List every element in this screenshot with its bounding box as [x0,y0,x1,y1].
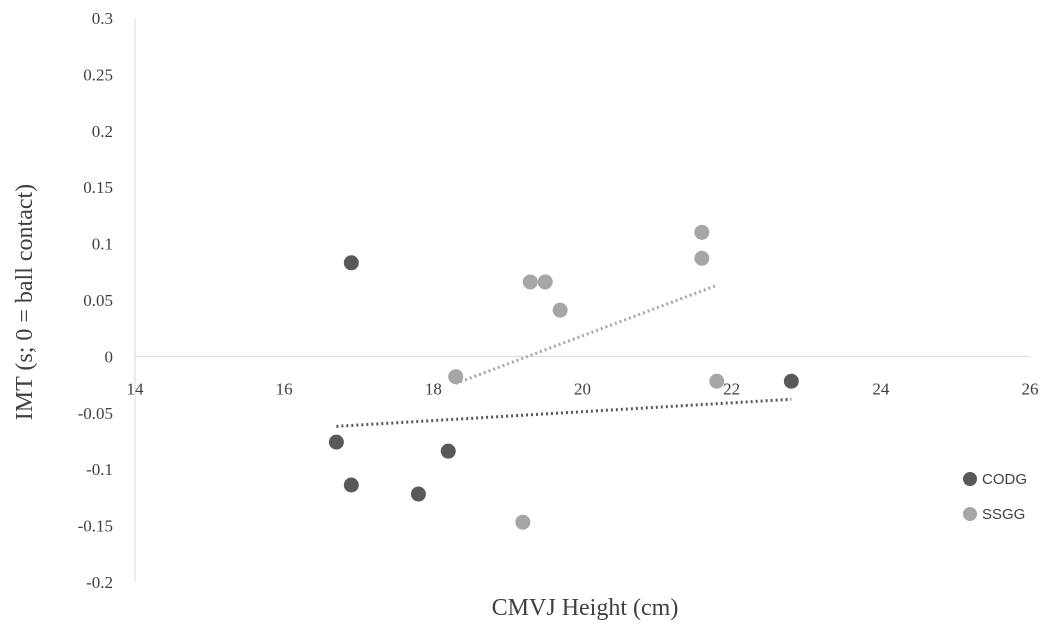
legend: CODG SSGG [963,471,1027,523]
data-points [328,224,799,530]
data-point-codg[interactable] [343,255,359,271]
data-point-codg[interactable] [328,434,344,450]
data-point-ssgg[interactable] [709,373,725,389]
data-point-codg[interactable] [343,477,359,493]
y-tick-labels: -0.2 -0.15 -0.1 -0.05 0 0.05 0.1 0.15 0.2 0.25 0.3 [78,9,113,592]
x-tick-label: 16 [276,379,293,398]
y-tick-label: -0.1 [86,460,113,479]
data-point-ssgg[interactable] [694,250,710,266]
data-point-ssgg[interactable] [522,274,538,290]
data-point-codg[interactable] [410,486,426,502]
x-tick-label: 20 [574,379,591,398]
trendline-codg [336,397,792,428]
x-tick-label: 26 [1022,379,1039,398]
y-tick-label: 0.2 [92,122,113,141]
data-point-ssgg[interactable] [448,369,464,385]
legend-marker-ssgg [963,507,977,521]
data-point-codg[interactable] [440,443,456,459]
y-tick-label: 0.05 [83,291,113,310]
y-tick-label: -0.05 [78,404,113,423]
data-point-ssgg[interactable] [552,302,568,318]
data-point-codg[interactable] [783,373,799,389]
y-tick-label: -0.2 [86,573,113,592]
y-tick-label: 0.25 [83,65,113,84]
y-tick-label: 0 [105,347,114,366]
y-tick-label: -0.15 [78,517,113,536]
plot-area: -0.2 -0.15 -0.1 -0.05 0 0.05 0.1 0.15 0.2 0.25 0.3… [78,9,1039,592]
x-axis-title: CMVJ Height (cm) [492,595,679,621]
legend-marker-codg [963,472,977,486]
data-point-ssgg[interactable] [537,274,553,290]
y-tick-label: 0.15 [83,178,113,197]
x-tick-label: 22 [723,379,740,398]
data-point-ssgg[interactable] [515,514,531,530]
x-tick-labels: 14 16 18 20 22 24 26 [127,379,1039,398]
legend-item-codg[interactable]: CODG [963,471,1027,488]
y-axis-title: IMT (s; 0 = ball contact) [12,184,38,420]
legend-item-ssgg[interactable]: SSGG [963,506,1025,523]
legend-label-codg: CODG [982,471,1027,488]
x-tick-label: 24 [872,379,890,398]
legend-label-ssgg: SSGG [982,506,1025,523]
data-point-ssgg[interactable] [694,224,710,240]
trendlines [336,283,792,428]
x-tick-label: 18 [425,379,442,398]
y-tick-label: 0.1 [92,235,113,254]
trendline-ssgg [455,283,718,385]
y-tick-label: 0.3 [92,9,113,28]
